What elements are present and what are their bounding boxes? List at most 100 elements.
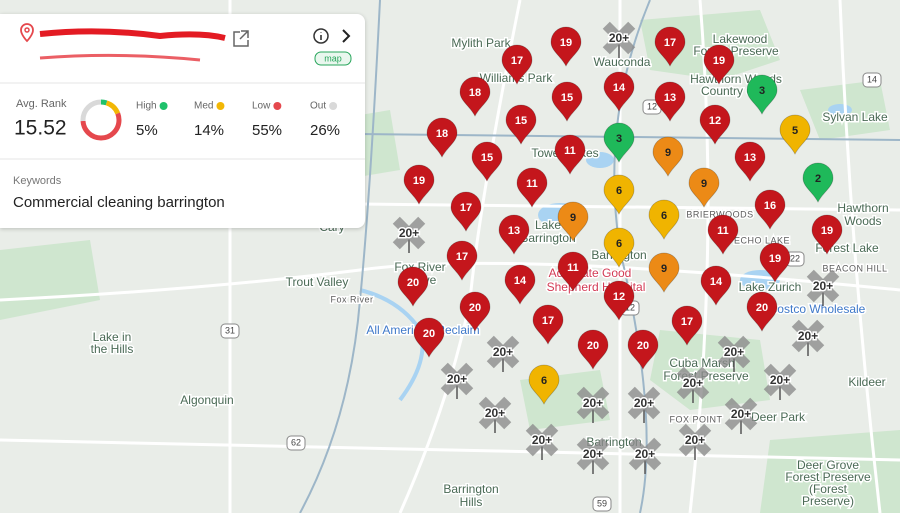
rank-pin[interactable]: 17: [671, 305, 703, 346]
rank-pin[interactable]: 11: [516, 167, 548, 208]
pin-label: 3: [759, 85, 765, 97]
out-of-range-pin[interactable]: 20+: [806, 269, 840, 306]
rank-pin[interactable]: 19: [550, 26, 582, 67]
rank-card: map Avg. Rank 15.52 High 5% Med 14% Low 55% Ou…: [0, 14, 365, 228]
out-of-range-pin[interactable]: 20+: [440, 362, 474, 399]
rank-pin[interactable]: 20: [459, 291, 491, 332]
rank-pin[interactable]: 3: [603, 122, 635, 163]
out-of-range-pin[interactable]: 20+: [486, 335, 520, 372]
out-of-range-pin[interactable]: 20+: [576, 437, 610, 474]
place-label: FOX POINT: [669, 414, 722, 424]
rank-pin[interactable]: 5: [779, 114, 811, 155]
pin-marker: [603, 174, 635, 215]
rank-pin[interactable]: 6: [648, 199, 680, 240]
pin-cross: [628, 437, 662, 471]
rank-pin[interactable]: 20: [413, 317, 445, 358]
place-label: the Hills: [91, 342, 134, 356]
pin-marker: [627, 329, 659, 370]
pin-label: 13: [508, 225, 520, 237]
rank-pin[interactable]: 9: [652, 136, 684, 177]
pin-marker: [532, 304, 564, 345]
rank-pin[interactable]: 3: [746, 74, 778, 115]
rank-pin[interactable]: 15: [471, 141, 503, 182]
rank-pin[interactable]: 9: [648, 252, 680, 293]
external-link-icon[interactable]: [233, 30, 249, 47]
rank-pin[interactable]: 13: [654, 81, 686, 122]
pin-marker: [504, 264, 536, 305]
rank-pin[interactable]: 9: [557, 201, 589, 242]
rank-pin[interactable]: 18: [459, 76, 491, 117]
pin-cross: [627, 386, 661, 420]
rank-pin[interactable]: 11: [707, 214, 739, 255]
rank-pin[interactable]: 17: [501, 44, 533, 85]
rank-pin[interactable]: 15: [505, 104, 537, 145]
place-label: BRIERWOODS: [686, 209, 753, 219]
out-of-range-pin[interactable]: 20+: [678, 423, 712, 460]
rank-pin[interactable]: 17: [450, 191, 482, 232]
rank-pin[interactable]: 14: [700, 265, 732, 306]
out-of-range-pin[interactable]: 20+: [478, 396, 512, 433]
pin-label: 15: [515, 115, 527, 127]
rank-pin[interactable]: 20: [577, 329, 609, 370]
pin-marker: [603, 122, 635, 163]
pin-cross: [440, 362, 474, 396]
rank-pin[interactable]: 19: [759, 242, 791, 283]
out-of-range-pin[interactable]: 20+: [602, 21, 636, 58]
pin-label: 20+: [685, 433, 705, 447]
pin-marker: [557, 201, 589, 242]
place-label: Sylvan Lake: [822, 110, 888, 124]
rank-pin[interactable]: 17: [446, 240, 478, 281]
info-icon[interactable]: [313, 28, 329, 44]
rank-pin[interactable]: 13: [498, 214, 530, 255]
out-of-range-pin[interactable]: 20+: [627, 386, 661, 423]
out-of-range-pin[interactable]: 20+: [628, 437, 662, 474]
pin-label: 20: [423, 328, 435, 340]
pin-marker: [654, 81, 686, 122]
rank-pin[interactable]: 18: [426, 117, 458, 158]
pin-label: 20+: [634, 396, 654, 410]
rank-pin[interactable]: 12: [603, 280, 635, 321]
pin-label: 2: [815, 173, 821, 185]
avg-rank-label: Avg. Rank: [16, 98, 67, 110]
pin-marker: [397, 266, 429, 307]
rank-pin[interactable]: 20: [627, 329, 659, 370]
pin-cross: [486, 335, 520, 369]
rank-pin[interactable]: 19: [811, 214, 843, 255]
rank-pin[interactable]: 17: [532, 304, 564, 345]
pin-cross: [676, 366, 710, 400]
rank-pin[interactable]: 20: [746, 291, 778, 332]
map-badge[interactable]: [314, 51, 352, 66]
rank-pin[interactable]: 12: [699, 104, 731, 145]
road-shield-label: 31: [225, 325, 235, 335]
pin-label: 11: [567, 262, 579, 274]
rank-pin[interactable]: 6: [603, 227, 635, 268]
rank-pin[interactable]: 15: [551, 81, 583, 122]
out-of-range-pin[interactable]: 20+: [717, 335, 751, 372]
rank-pin[interactable]: 6: [603, 174, 635, 215]
rank-pin[interactable]: 19: [703, 44, 735, 85]
out-of-range-pin[interactable]: 20+: [525, 423, 559, 460]
pin-label: 20: [587, 340, 599, 352]
rank-pin[interactable]: 2: [802, 162, 834, 203]
rank-pin[interactable]: 17: [654, 26, 686, 67]
out-of-range-pin[interactable]: 20+: [576, 386, 610, 423]
rank-pin[interactable]: 9: [688, 167, 720, 208]
out-of-range-pin[interactable]: 20+: [676, 366, 710, 403]
rank-pin[interactable]: 20: [397, 266, 429, 307]
rank-pin[interactable]: 14: [504, 264, 536, 305]
out-of-range-pin[interactable]: 20+: [724, 397, 758, 434]
rank-pin[interactable]: 11: [554, 134, 586, 175]
out-of-range-pin[interactable]: 20+: [763, 363, 797, 400]
rank-pin[interactable]: 14: [603, 71, 635, 112]
rank-pin[interactable]: 11: [557, 251, 589, 292]
rank-pin[interactable]: 16: [754, 189, 786, 230]
next-icon[interactable]: [342, 29, 351, 43]
out-of-range-pin[interactable]: 20+: [392, 216, 426, 253]
stat-name: Low: [252, 101, 271, 112]
rank-pin[interactable]: 19: [403, 164, 435, 205]
out-of-range-pin[interactable]: 20+: [791, 319, 825, 356]
pin-label: 9: [661, 263, 667, 275]
rank-pin[interactable]: 6: [528, 364, 560, 405]
rank-pin[interactable]: 13: [734, 141, 766, 182]
place-label: Lake Zurich: [739, 280, 802, 294]
